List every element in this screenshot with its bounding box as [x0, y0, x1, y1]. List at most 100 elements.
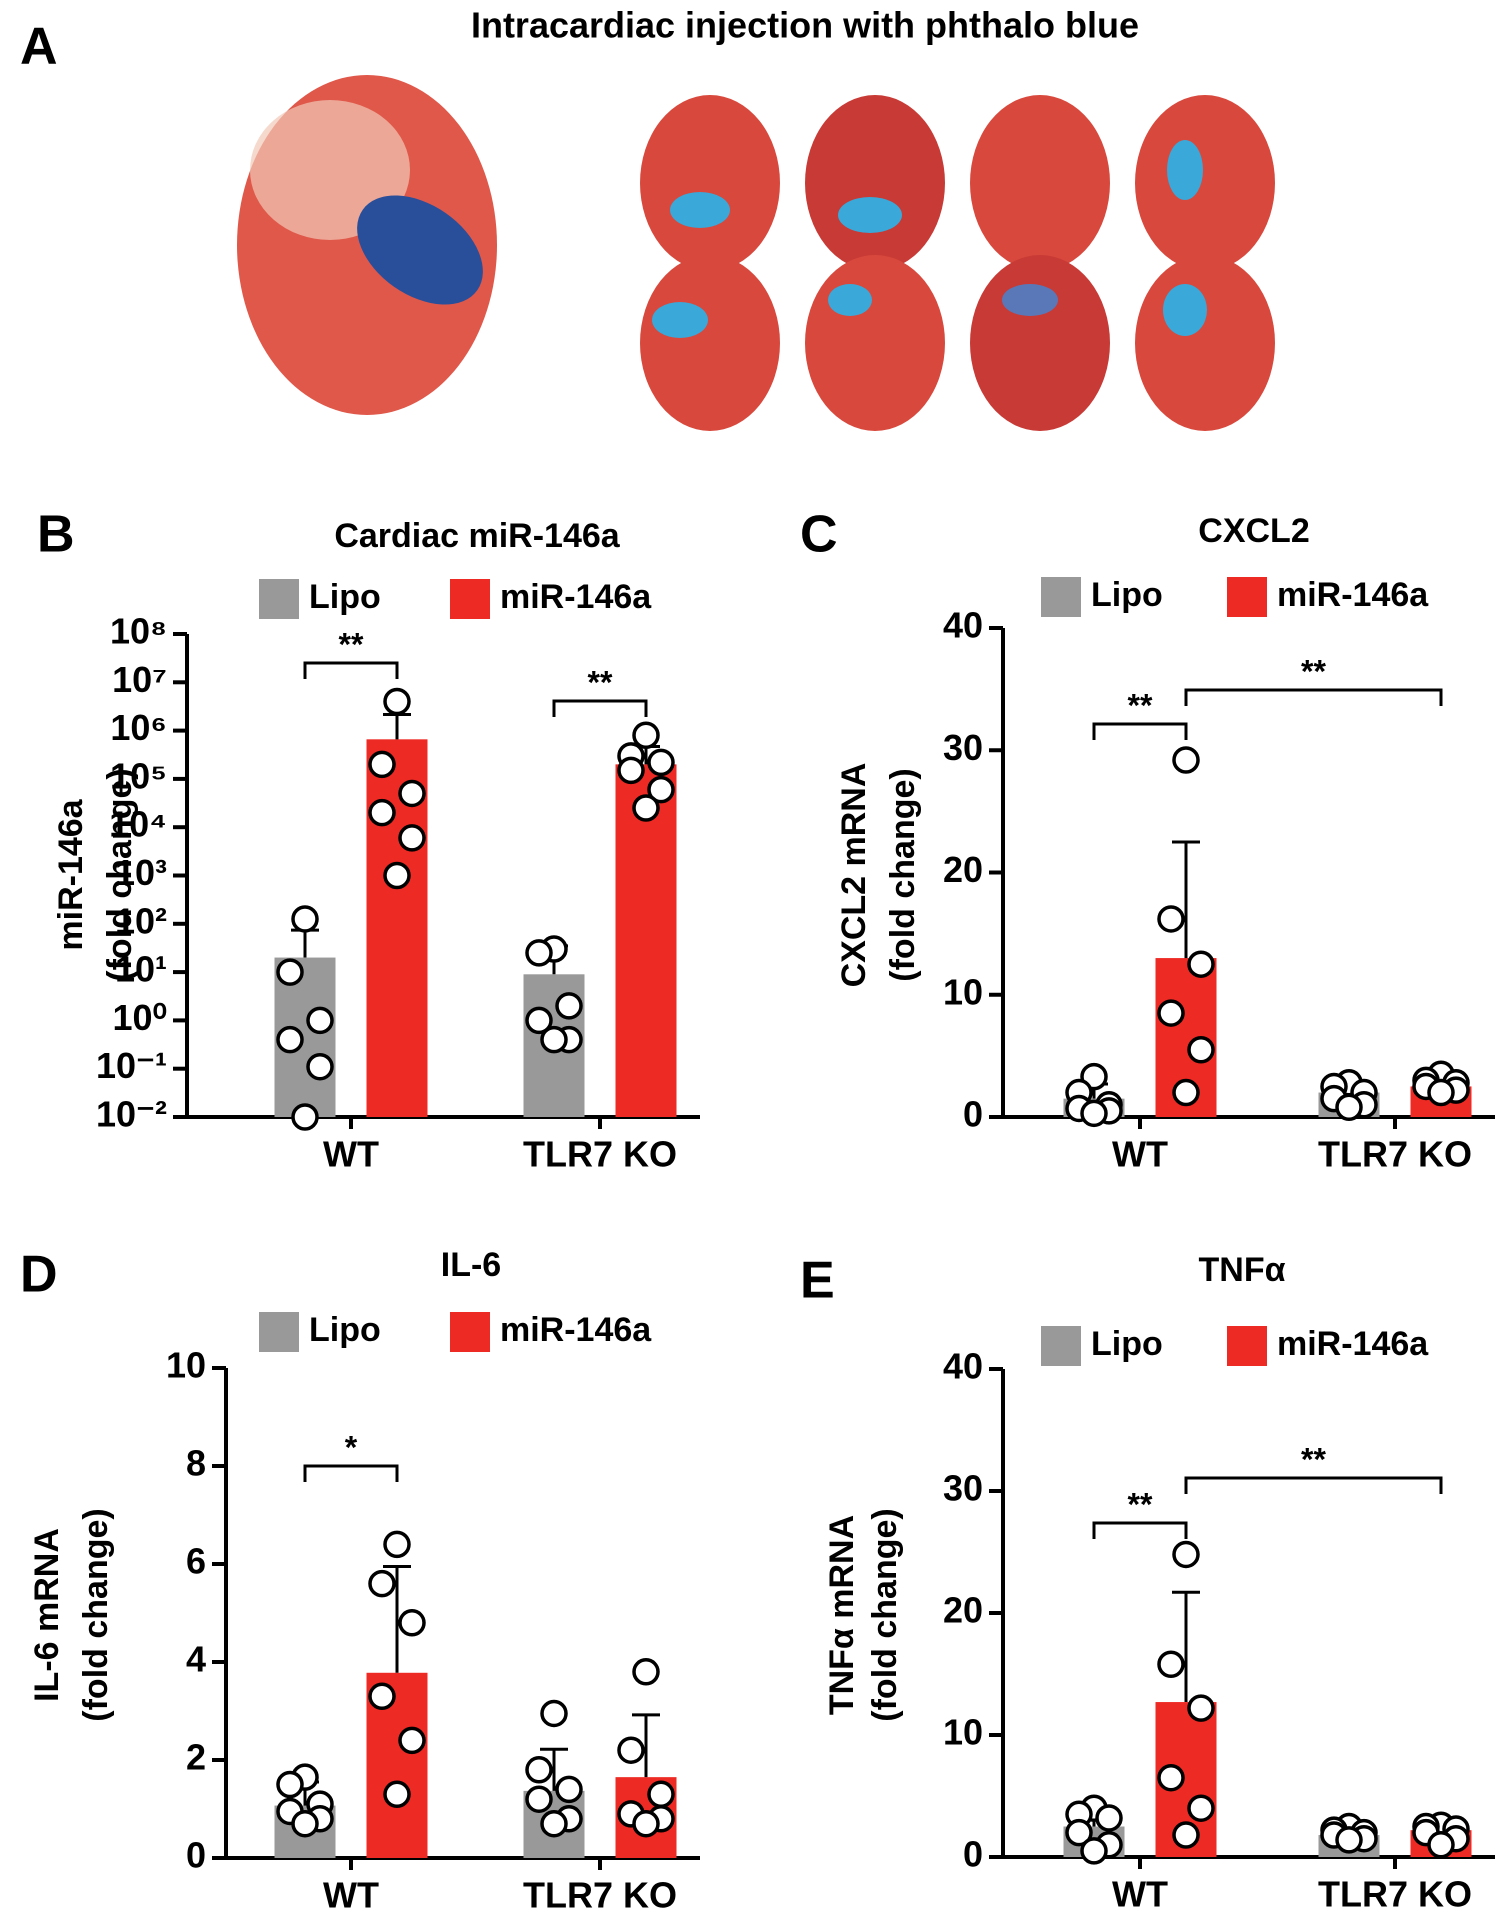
- data-point: [1157, 905, 1185, 933]
- significance-label: **: [339, 626, 364, 662]
- significance-bracket: [1092, 1521, 1188, 1539]
- data-point: [1335, 1826, 1363, 1854]
- y-tick-label: 8: [186, 1443, 206, 1484]
- slice: [805, 95, 945, 271]
- y-tick-label: 10: [943, 1712, 983, 1753]
- data-point: [647, 1780, 675, 1809]
- significance-bracket: [552, 699, 648, 717]
- panel-letter: B: [37, 506, 75, 564]
- data-point: [1157, 1650, 1185, 1678]
- data-point: [1335, 1093, 1363, 1121]
- data-point: [276, 958, 304, 986]
- data-point: [632, 794, 660, 822]
- chart-title: IL-6: [441, 1246, 501, 1284]
- significance-label: **: [1301, 1441, 1326, 1477]
- data-point: [617, 756, 645, 785]
- y-tick-label: 20: [943, 849, 983, 890]
- data-point: [1157, 1763, 1185, 1792]
- slice: [640, 95, 780, 271]
- dye: [828, 284, 872, 316]
- dye: [1163, 284, 1207, 336]
- significance-label: **: [1128, 687, 1153, 723]
- slice: [640, 255, 780, 431]
- data-point: [291, 1809, 319, 1838]
- y-axis-label: CXCL2 mRNA: [835, 763, 873, 988]
- data-point: [368, 1569, 396, 1598]
- x-tick-label: TLR7 KO: [523, 1134, 677, 1175]
- data-point: [1172, 746, 1200, 774]
- data-point: [1172, 1821, 1200, 1849]
- data-point: [1427, 1831, 1455, 1859]
- legend-swatch: [1041, 1326, 1081, 1366]
- data-point: [306, 1006, 334, 1035]
- data-point: [647, 748, 675, 777]
- legend-label: Lipo: [1091, 1325, 1163, 1363]
- x-tick-label: TLR7 KO: [1318, 1134, 1472, 1175]
- y-tick-label: 10⁶: [110, 707, 167, 748]
- dye: [1167, 140, 1203, 200]
- y-axis-label: (fold change): [77, 1508, 115, 1721]
- x-tick-label: WT: [1112, 1874, 1168, 1915]
- y-tick-label: 10¹: [115, 949, 167, 990]
- data-point: [1187, 1794, 1215, 1822]
- y-tick-label: 40: [943, 605, 983, 646]
- y-tick-label: 4: [186, 1639, 206, 1680]
- slice: [1135, 95, 1275, 271]
- significance-bracket: [303, 661, 399, 679]
- y-tick-label: 10²: [115, 900, 167, 941]
- data-point: [368, 750, 396, 779]
- heart-photo: [237, 75, 497, 415]
- significance-label: **: [1301, 653, 1326, 689]
- data-point: [540, 1809, 568, 1838]
- data-point: [398, 1609, 426, 1637]
- legend-swatch: [1227, 577, 1267, 617]
- panel-title: Intracardiac injection with phthalo blue: [471, 5, 1139, 46]
- data-point: [1187, 1694, 1215, 1722]
- data-point: [1187, 1036, 1215, 1064]
- significance-label: *: [345, 1429, 358, 1465]
- data-point: [525, 1756, 553, 1784]
- error-bar: [291, 928, 319, 958]
- x-tick-label: TLR7 KO: [1318, 1874, 1472, 1915]
- data-point: [632, 1809, 660, 1838]
- data-point: [383, 1780, 411, 1809]
- dye: [838, 197, 902, 233]
- legend-swatch: [1227, 1326, 1267, 1366]
- y-tick-label: 10⁸: [110, 611, 167, 652]
- data-point: [398, 1726, 426, 1755]
- y-tick-label: 30: [943, 1468, 983, 1509]
- data-point: [632, 721, 660, 750]
- data-point: [291, 1103, 319, 1131]
- error-bar: [1172, 840, 1200, 959]
- data-point: [1065, 1818, 1093, 1847]
- panel-letter: A: [20, 18, 58, 76]
- legend-swatch: [1041, 577, 1081, 617]
- y-axis-label: (fold change): [884, 768, 922, 981]
- panel-letter: C: [800, 506, 838, 564]
- chart-title: CXCL2: [1198, 512, 1309, 550]
- significance-label: **: [1128, 1486, 1153, 1522]
- data-point: [383, 861, 411, 890]
- data-point: [1427, 1078, 1455, 1107]
- error-bar: [1172, 1590, 1200, 1703]
- slice: [805, 255, 945, 431]
- data-point: [647, 775, 675, 804]
- y-tick-label: 30: [943, 727, 983, 768]
- data-point: [398, 779, 426, 808]
- legend-label: miR-146a: [500, 578, 652, 616]
- y-axis-label: IL-6 mRNA: [28, 1528, 66, 1702]
- data-point: [540, 1699, 568, 1728]
- significance-bracket: [303, 1464, 399, 1482]
- significance-bracket: [1092, 722, 1188, 740]
- significance-label: **: [588, 664, 613, 700]
- y-tick-label: 10: [166, 1345, 206, 1386]
- slice: [970, 255, 1110, 431]
- data-point: [617, 1736, 645, 1764]
- x-tick-label: WT: [1112, 1134, 1168, 1175]
- legend-label: miR-146a: [1277, 576, 1429, 614]
- y-axis-label: TNFα mRNA: [823, 1515, 861, 1715]
- legend-swatch: [259, 1312, 299, 1352]
- data-point: [525, 939, 553, 967]
- legend-label: Lipo: [309, 578, 381, 616]
- x-tick-label: WT: [323, 1875, 379, 1916]
